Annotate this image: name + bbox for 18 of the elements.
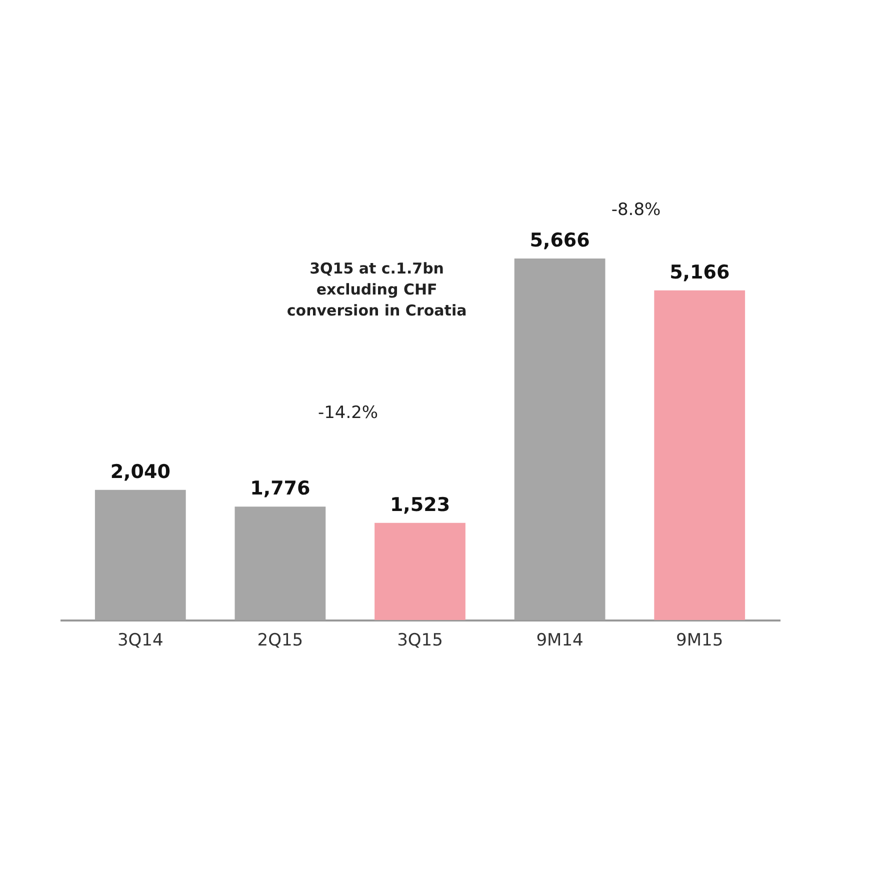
data-label: 1,776 [250,478,310,500]
bar [654,290,746,620]
bar [234,506,326,620]
x-tick-label: 9M14 [536,630,584,650]
data-label: 5,666 [530,229,590,252]
x-tick-label: 9M15 [676,630,724,650]
bar [94,490,186,620]
annotation: -14.2% [318,403,378,424]
x-tick-label: 3Q14 [117,630,164,650]
data-label: 5,166 [670,261,730,284]
text: -8.8% [611,200,661,220]
annotation: 3Q15 at c.1.7bn excluding CHF conversion in Croatia [286,259,467,320]
data-label: 2,040 [110,460,170,483]
data-label: 1,523 [390,494,450,516]
x-tick-label: 2Q15 [257,630,304,650]
x-tick-label: 3Q15 [397,630,443,650]
bar [514,258,606,620]
bar [374,522,466,620]
